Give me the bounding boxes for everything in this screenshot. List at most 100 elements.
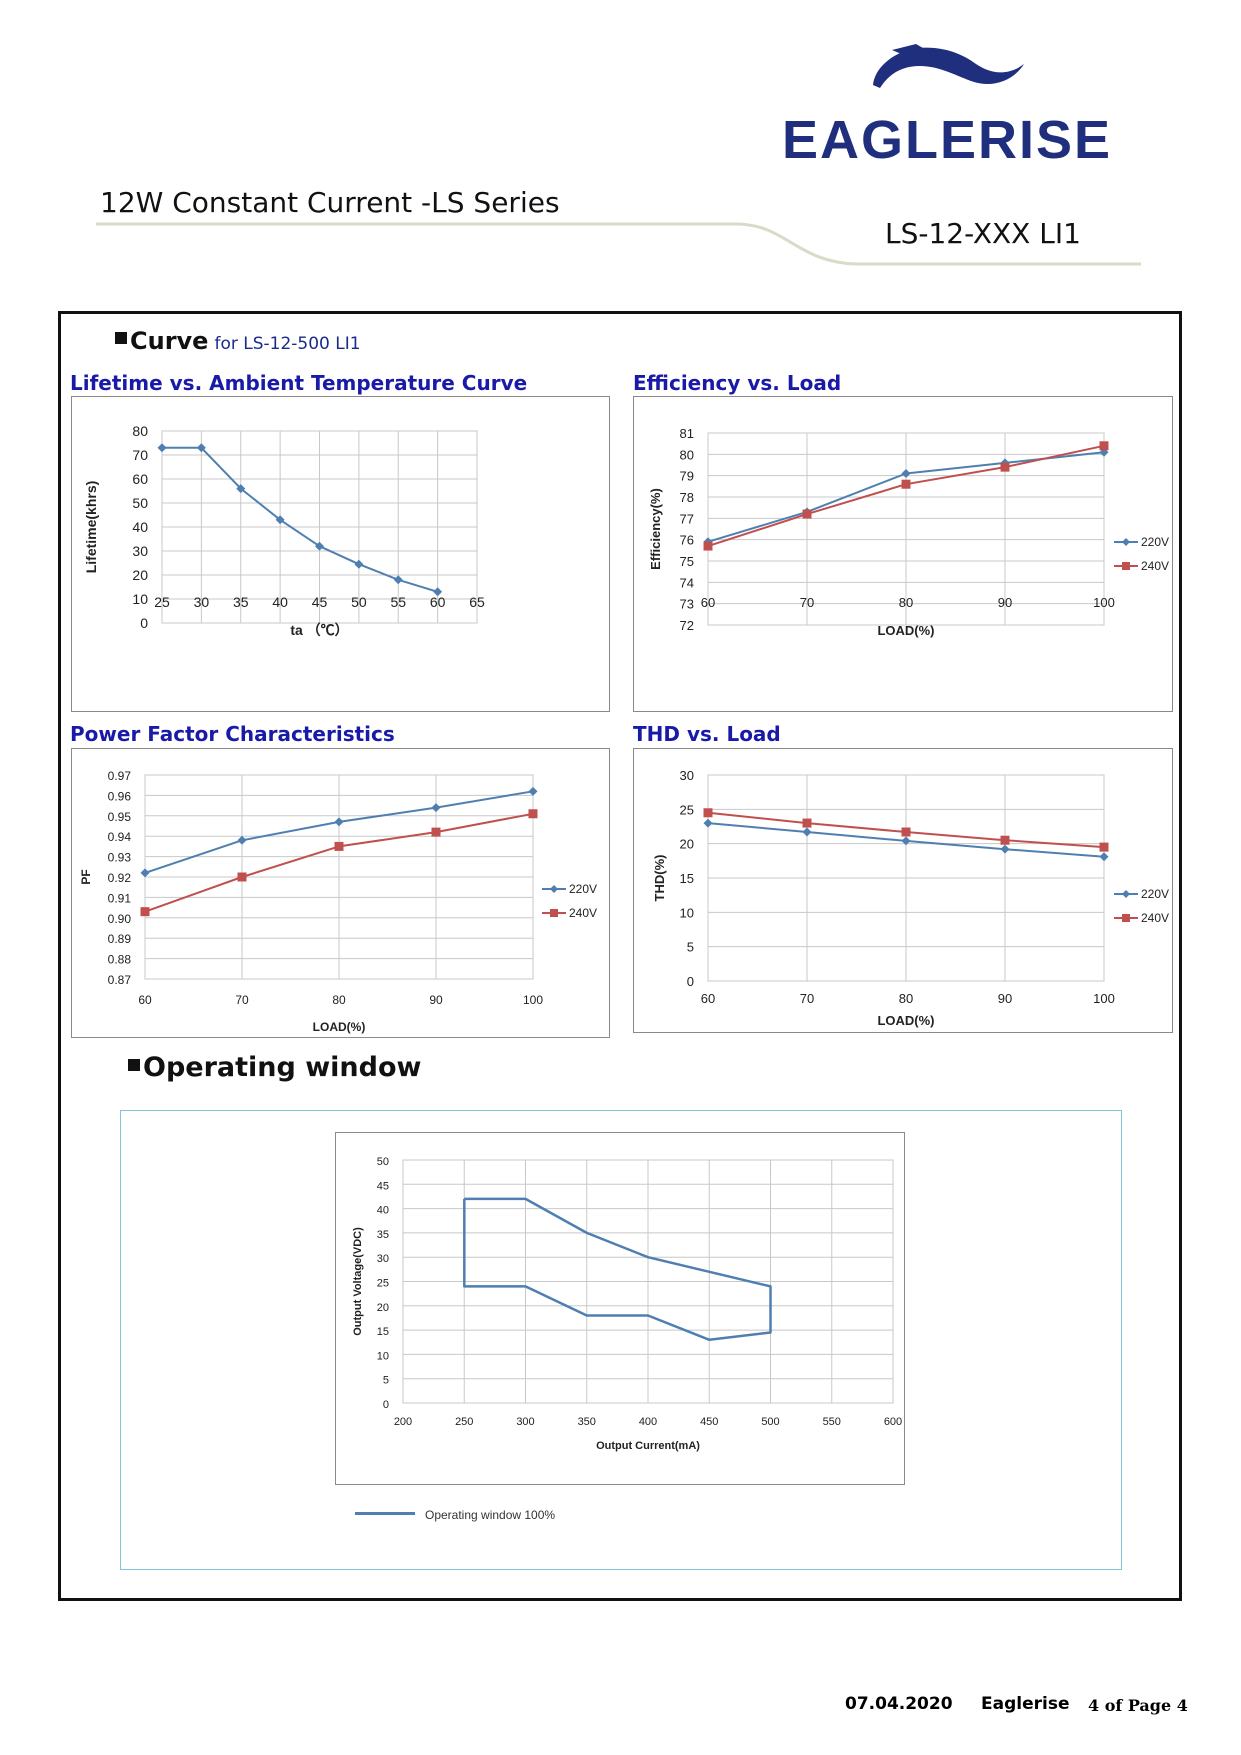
eaglerise-logo: EAGLERISE — [782, 44, 1112, 165]
data-point-0 — [1099, 852, 1109, 862]
data-point-1 — [431, 827, 441, 837]
y-axis-title: THD(%) — [652, 855, 667, 902]
data-point-1 — [1099, 842, 1109, 852]
legend-swatch-marker — [550, 909, 558, 917]
logo-wordmark: EAGLERISE — [782, 110, 1112, 165]
y-tick-label: 0.96 — [108, 789, 132, 803]
x-axis-title: ta （℃） — [290, 622, 348, 638]
x-tick-label: 250 — [455, 1416, 473, 1428]
y-tick-label: 0.88 — [108, 953, 132, 967]
footer-company: Eaglerise — [981, 1694, 1070, 1714]
y-axis-title: PF — [79, 869, 93, 884]
x-tick-label: 90 — [429, 993, 443, 1007]
legend-label: 220V — [569, 882, 597, 896]
legend-label: 240V — [569, 906, 597, 920]
data-point-0 — [433, 587, 443, 597]
legend-swatch-marker — [1122, 538, 1130, 546]
data-point-0 — [236, 484, 246, 494]
thd-chart: 0 5 10 15 20 25 30 60 70 80 90 100 LOAD(%) THD(%) 220V… — [633, 748, 1173, 1033]
operating-window-chart: 0 5 10 15 20 25 30 35 40 45 50 200 250 300 350 400 450 50… — [335, 1132, 905, 1485]
y-tick-label: 0.97 — [108, 769, 132, 783]
y-tick-label: 77 — [680, 511, 694, 526]
y-tick-label: 79 — [680, 469, 694, 484]
data-point-0 — [1000, 844, 1010, 854]
data-point-0 — [157, 443, 167, 453]
data-point-1 — [1099, 441, 1109, 451]
x-tick-label: 60 — [138, 993, 152, 1007]
y-tick-label: 20 — [132, 567, 148, 583]
y-tick-label: 5 — [687, 940, 694, 955]
y-tick-label: 10 — [132, 591, 148, 607]
y-axis-title: Output Voltage(VDC) — [352, 1227, 364, 1336]
series-line-0 — [162, 446, 438, 593]
y-tick-label: 0.87 — [108, 973, 132, 987]
legend-line-swatch — [355, 1512, 415, 1515]
y-tick-label: 0 — [687, 974, 694, 989]
y-tick-label: 20 — [377, 1302, 389, 1314]
content-frame — [58, 311, 1182, 1601]
y-tick-label: 5 — [383, 1375, 389, 1387]
operating-window-legend: Operating window 100% — [355, 1508, 555, 1522]
bullet-square — [115, 332, 127, 344]
lifetime-chart: 0 10 20 30 40 50 60 70 80 25 30 35 40 45 50 55 60 65 ta （℃… — [71, 396, 610, 712]
data-point-0 — [802, 827, 812, 837]
x-tick-label: 100 — [1093, 595, 1115, 610]
x-tick-label: 45 — [312, 594, 328, 610]
x-tick-label: 50 — [351, 594, 367, 610]
x-tick-label: 30 — [194, 594, 210, 610]
data-point-1 — [237, 872, 247, 882]
footer-date: 07.04.2020 — [845, 1694, 953, 1714]
data-point-0 — [334, 817, 344, 827]
y-tick-label: 35 — [377, 1229, 389, 1241]
data-point-1 — [140, 907, 150, 917]
x-tick-label: 70 — [800, 595, 814, 610]
y-tick-label: 40 — [132, 519, 148, 535]
y-tick-label: 20 — [680, 837, 694, 852]
data-point-1 — [1000, 835, 1010, 845]
x-tick-label: 100 — [1093, 991, 1115, 1006]
pf-chart-title: Power Factor Characteristics — [70, 722, 395, 746]
data-point-1 — [703, 541, 713, 551]
x-tick-label: 300 — [516, 1416, 534, 1428]
data-point-1 — [1000, 462, 1010, 472]
data-point-0 — [431, 803, 441, 813]
x-tick-label: 60 — [430, 594, 446, 610]
y-tick-label: 10 — [377, 1350, 389, 1362]
x-tick-label: 400 — [639, 1416, 657, 1428]
model-name: LS-12-XXX LI1 — [885, 217, 1081, 250]
y-tick-label: 75 — [680, 554, 694, 569]
y-tick-label: 60 — [132, 471, 148, 487]
data-point-0 — [901, 836, 911, 846]
legend-swatch-marker — [550, 885, 558, 893]
y-tick-label: 50 — [377, 1156, 389, 1168]
y-tick-label: 0.93 — [108, 851, 132, 865]
x-tick-label: 25 — [154, 594, 170, 610]
data-point-1 — [703, 808, 713, 818]
footer-page-number: 4 of Page 4 — [1088, 1696, 1188, 1715]
x-axis-title: LOAD(%) — [313, 1020, 366, 1034]
y-tick-label: 81 — [680, 426, 694, 441]
y-tick-label: 80 — [680, 447, 694, 462]
curve-label: Curve — [130, 327, 209, 355]
data-point-1 — [528, 809, 538, 819]
x-tick-label: 80 — [332, 993, 346, 1007]
x-tick-label: 70 — [800, 991, 814, 1006]
x-tick-label: 200 — [394, 1416, 412, 1428]
y-tick-label: 0.94 — [108, 830, 132, 844]
data-point-0 — [393, 575, 403, 585]
y-tick-label: 78 — [680, 490, 694, 505]
data-point-0 — [901, 469, 911, 479]
data-point-1 — [901, 479, 911, 489]
y-tick-label: 30 — [680, 768, 694, 783]
y-tick-label: 25 — [377, 1278, 389, 1290]
x-tick-label: 40 — [272, 594, 288, 610]
data-point-1 — [802, 818, 812, 828]
x-tick-label: 100 — [523, 993, 543, 1007]
y-axis-title: Efficiency(%) — [648, 488, 663, 570]
x-tick-label: 550 — [823, 1416, 841, 1428]
legend-label: 240V — [1141, 911, 1169, 925]
data-point-0 — [196, 443, 206, 453]
y-axis-title: Lifetime(khrs) — [83, 481, 99, 574]
header-divider — [96, 222, 1141, 266]
y-tick-label: 72 — [680, 618, 694, 633]
